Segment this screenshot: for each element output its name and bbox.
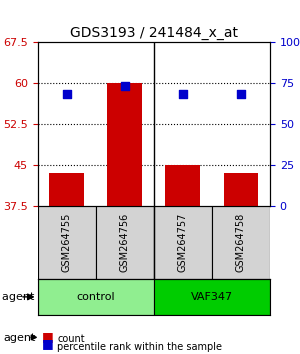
Text: ■: ■ <box>42 337 54 350</box>
Bar <box>49 173 84 206</box>
Bar <box>165 165 200 206</box>
FancyBboxPatch shape <box>154 206 212 279</box>
FancyBboxPatch shape <box>212 206 270 279</box>
Text: GSM264757: GSM264757 <box>178 213 188 272</box>
FancyBboxPatch shape <box>38 279 154 315</box>
Point <box>238 91 243 97</box>
FancyBboxPatch shape <box>96 206 154 279</box>
FancyBboxPatch shape <box>38 206 96 279</box>
Text: GSM264755: GSM264755 <box>61 213 72 272</box>
Text: agent: agent <box>3 333 35 343</box>
Title: GDS3193 / 241484_x_at: GDS3193 / 241484_x_at <box>70 26 238 40</box>
Text: ■: ■ <box>42 330 54 343</box>
Text: agent: agent <box>2 292 38 302</box>
Text: count: count <box>57 335 85 344</box>
Text: percentile rank within the sample: percentile rank within the sample <box>57 342 222 352</box>
Text: GSM264756: GSM264756 <box>120 213 130 272</box>
Text: VAF347: VAF347 <box>191 292 233 302</box>
Bar <box>224 173 258 206</box>
Point <box>180 91 185 97</box>
Bar <box>107 84 142 206</box>
FancyBboxPatch shape <box>154 279 270 315</box>
Point <box>64 91 69 97</box>
Text: GSM264758: GSM264758 <box>236 213 246 272</box>
Point <box>122 83 127 89</box>
Text: control: control <box>76 292 115 302</box>
